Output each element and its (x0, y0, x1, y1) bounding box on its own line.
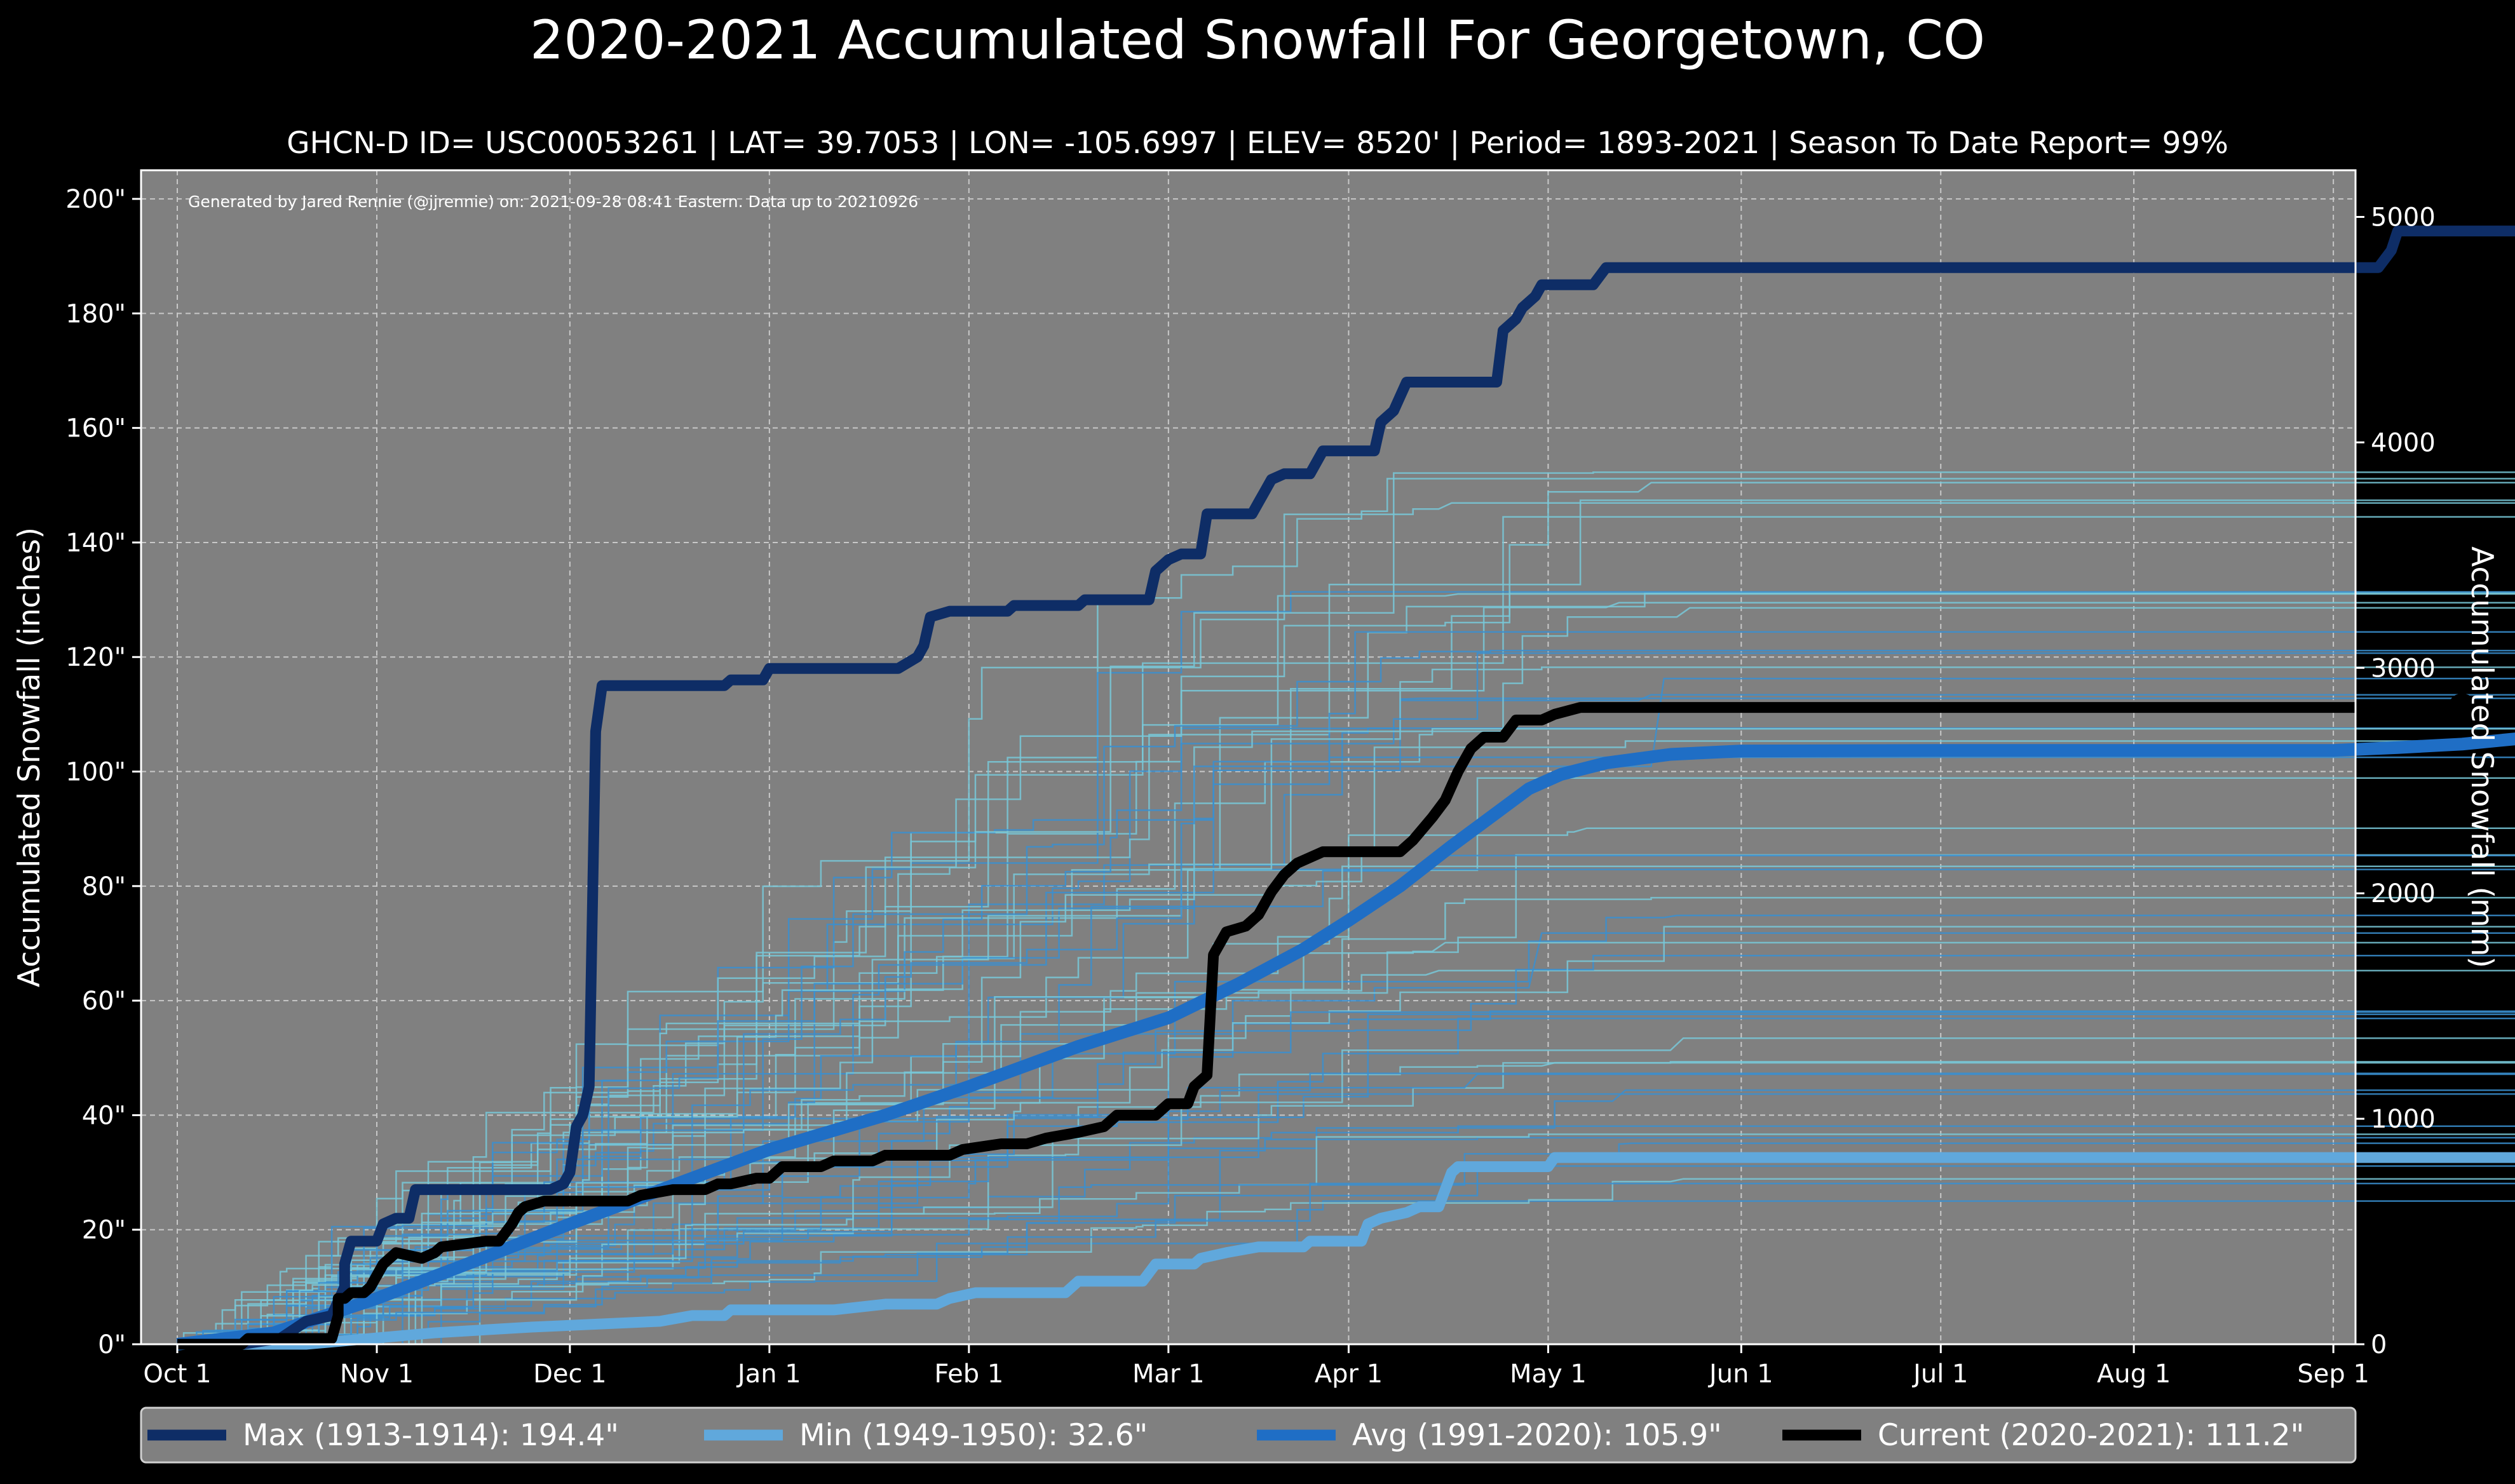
historical-season-line (177, 1093, 2515, 1346)
historical-season-line (177, 896, 2515, 1346)
historical-season-line (177, 1072, 2515, 1346)
historical-season-line (177, 482, 2515, 1346)
historical-season-line (177, 740, 2515, 1346)
x-tick-label: Oct 1 (143, 1359, 211, 1389)
x-tick-label: Aug 1 (2097, 1359, 2171, 1389)
y-tick-label: 0" (98, 1330, 126, 1359)
historical-season-line (177, 1061, 2515, 1346)
historical-season-line (177, 1125, 2515, 1346)
legend-label: Current (2020-2021): 111.2" (1878, 1418, 2304, 1453)
historical-season-line (177, 677, 2515, 1346)
y-axis-left-label: Accumulated Snowfall (inches) (12, 527, 47, 987)
y-tick-label: 180" (65, 299, 126, 328)
y-tick-label: 200" (65, 185, 126, 214)
y-right-tick-label: 3000 (2371, 654, 2436, 683)
chart-title: 2020-2021 Accumulated Snowfall For Georg… (529, 9, 1986, 71)
historical-season-line (177, 1062, 2515, 1346)
y-axis-right-label: Accumulated Snowfall (mm) (2464, 546, 2499, 968)
historical-season-line (177, 777, 2515, 1346)
y-tick-label: 40" (82, 1101, 126, 1130)
historical-season-line (177, 591, 2515, 1346)
historical-season-line (177, 698, 2515, 1346)
y-axis-left: 0" 20" 40" 60" 80" 100" 120" 140" 160" 180" 200" (65, 185, 141, 1359)
historical-season-line (177, 1165, 2515, 1346)
x-axis: Oct 1 Nov 1 Dec 1 Jan 1 Feb 1 Mar 1 Apr 1 May 1… (143, 1344, 2369, 1389)
historical-season-line (177, 854, 2515, 1346)
series-max-line (177, 226, 2515, 1350)
x-tick-label: Nov 1 (340, 1359, 414, 1389)
y-right-tick-label: 5000 (2371, 203, 2436, 232)
legend-label: Max (1913-1914): 194.4" (243, 1418, 619, 1453)
y-tick-label: 60" (82, 987, 126, 1016)
y-tick-label: 120" (65, 643, 126, 672)
plot-frame (140, 169, 2357, 1346)
y-right-tick-label: 0 (2371, 1330, 2387, 1359)
legend: Max (1913-1914): 194.4" Min (1949-1950): … (140, 1406, 2357, 1464)
x-tick-label: Jan 1 (736, 1359, 801, 1389)
y-axis-right: 0 1000 2000 3000 4000 5000 (2356, 203, 2436, 1359)
series-min-line (177, 1152, 2515, 1350)
historical-season-line (177, 1037, 2515, 1346)
chart-subtitle: GHCN-D ID= USC00053261 | LAT= 39.7053 | … (287, 126, 2228, 161)
generated-note: Generated by Jared Rennie (@jjrennie) on… (188, 192, 918, 211)
x-tick-label: Jun 1 (1707, 1359, 1773, 1389)
x-tick-label: Apr 1 (1315, 1359, 1383, 1389)
x-tick-label: Jul 1 (1911, 1359, 1968, 1389)
x-tick-label: May 1 (1510, 1359, 1587, 1389)
historical-season-line (177, 631, 2515, 1346)
series-current-line (177, 702, 2462, 1350)
y-tick-label: 80" (82, 872, 126, 901)
historical-season-lines (177, 471, 2515, 1346)
legend-label: Avg (1991-2020): 105.9" (1352, 1418, 1722, 1453)
x-tick-label: Feb 1 (934, 1359, 1003, 1389)
historical-season-line (177, 1073, 2515, 1346)
legend-box (140, 1406, 2357, 1464)
y-right-tick-label: 1000 (2371, 1105, 2436, 1134)
historical-season-line (177, 1182, 2515, 1346)
x-tick-label: Sep 1 (2297, 1359, 2369, 1389)
y-tick-label: 140" (65, 529, 126, 558)
main-series-lines (176, 226, 2515, 1351)
current-endpoint-marker (2448, 693, 2476, 722)
y-right-tick-label: 2000 (2371, 879, 2436, 908)
y-tick-label: 160" (65, 414, 126, 443)
x-tick-label: Mar 1 (1132, 1359, 1205, 1389)
y-right-tick-label: 4000 (2371, 428, 2436, 457)
y-tick-label: 100" (65, 758, 126, 787)
y-tick-label: 20" (82, 1216, 126, 1245)
historical-season-line (177, 941, 2515, 1346)
legend-label: Min (1949-1950): 32.6" (799, 1418, 1148, 1453)
x-tick-label: Dec 1 (533, 1359, 607, 1389)
historical-season-line (177, 954, 2515, 1346)
historical-season-line (177, 502, 2515, 1346)
